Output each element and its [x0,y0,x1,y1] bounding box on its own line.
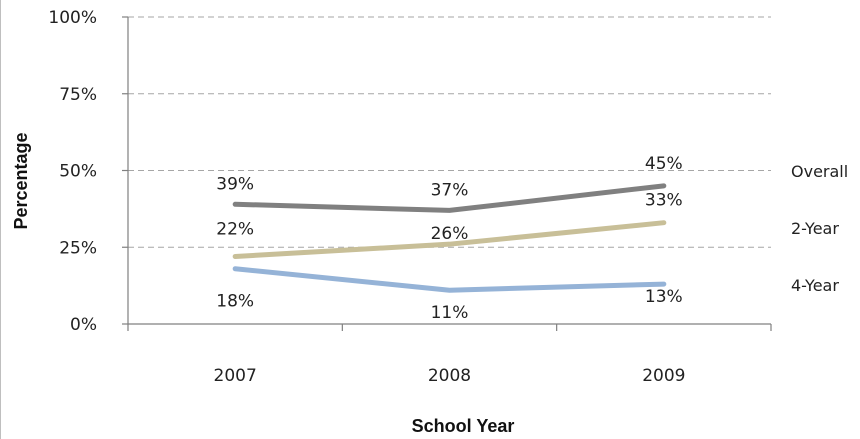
x-tick-label: 2009 [642,366,685,386]
series-line-2-year [232,220,667,259]
series-line-overall [232,183,667,213]
y-tick-label: 50% [59,162,97,182]
data-label: 37% [431,180,469,200]
y-axis-title: Percentage [11,132,31,229]
data-label: 18% [216,292,254,312]
data-label: 45% [645,154,683,174]
data-labels: 39% 37% 45% 22% 26% 33% 18% 11% 13% [216,154,682,323]
y-tick-label: 0% [70,315,97,335]
x-tick-labels: 2007 2008 2009 [214,366,686,386]
legend-entry: 2-Year [791,219,839,238]
data-label: 26% [431,224,469,244]
x-axis-title: School Year [412,416,515,436]
legend-entry: 4-Year [791,276,839,295]
legend-entry: Overall [791,162,848,181]
series-lines [232,183,667,293]
y-tick-label: 100% [48,8,97,28]
series-line-4-year [232,266,667,293]
x-tick-label: 2007 [214,366,257,386]
data-label: 11% [431,303,469,323]
x-tick-label: 2008 [428,366,471,386]
data-label: 33% [645,191,683,211]
data-label: 22% [216,219,254,239]
data-label: 13% [645,287,683,307]
y-tick-label: 25% [59,238,97,258]
grid-lines [128,16,771,248]
legend: Overall 2-Year 4-Year [791,162,848,295]
axes [122,16,772,331]
data-label: 39% [216,174,254,194]
y-tick-labels: 0% 25% 50% 75% 100% [48,8,97,335]
y-tick-label: 75% [59,85,97,105]
